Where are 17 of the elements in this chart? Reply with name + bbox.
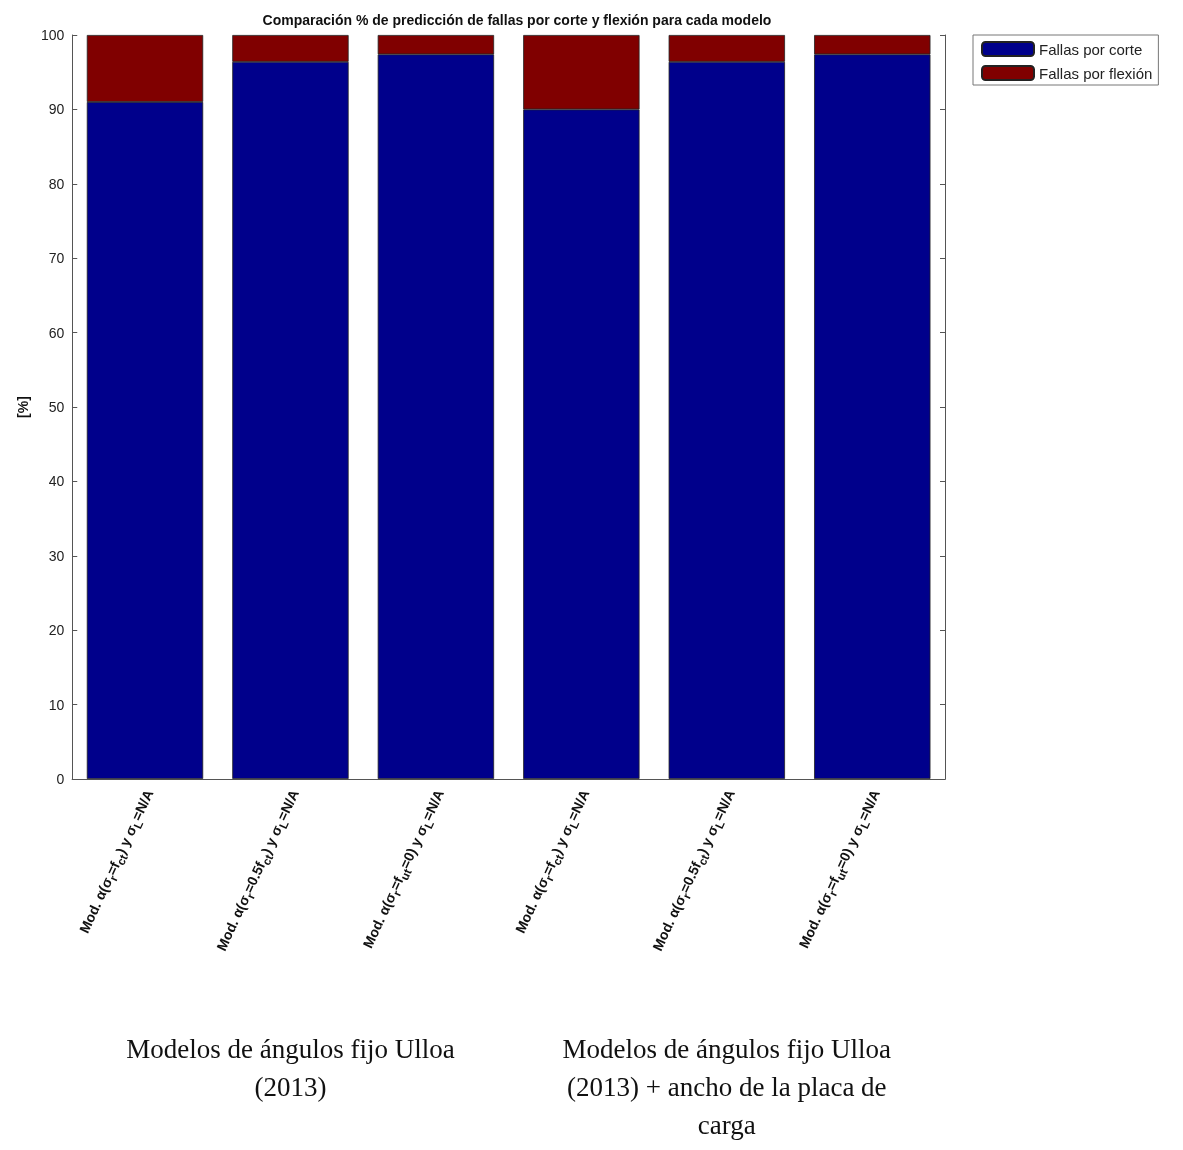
- y-tick-label: 40: [48, 473, 65, 490]
- legend-label: Fallas por corte: [1039, 40, 1143, 58]
- y-tick-label: 50: [48, 399, 65, 415]
- legend-label: Fallas por flexión: [1039, 64, 1153, 82]
- text: Modelos de ángulos fijo Ulloa (2013) + ancho de la placa de carga: [561, 1033, 893, 1142]
- y-tick-label: 100: [40, 27, 65, 43]
- y-tick-label: 80: [48, 175, 65, 192]
- y-tick-label: 20: [48, 622, 65, 639]
- y-tick-label: 0: [56, 771, 65, 787]
- y-axis-title: [%]: [15, 396, 31, 418]
- y-tick-label: 30: [48, 547, 65, 564]
- y-tick-label: 10: [48, 696, 65, 713]
- chart-title: Comparación % de predicción de fallas por corte y flexión para cada modelo: [262, 12, 772, 28]
- text: Modelos de ángulos fijo Ulloa (2013): [125, 1033, 456, 1104]
- y-tick-label: 90: [48, 101, 65, 118]
- y-tick-label: 70: [48, 250, 65, 267]
- y-tick-label: 60: [48, 324, 65, 341]
